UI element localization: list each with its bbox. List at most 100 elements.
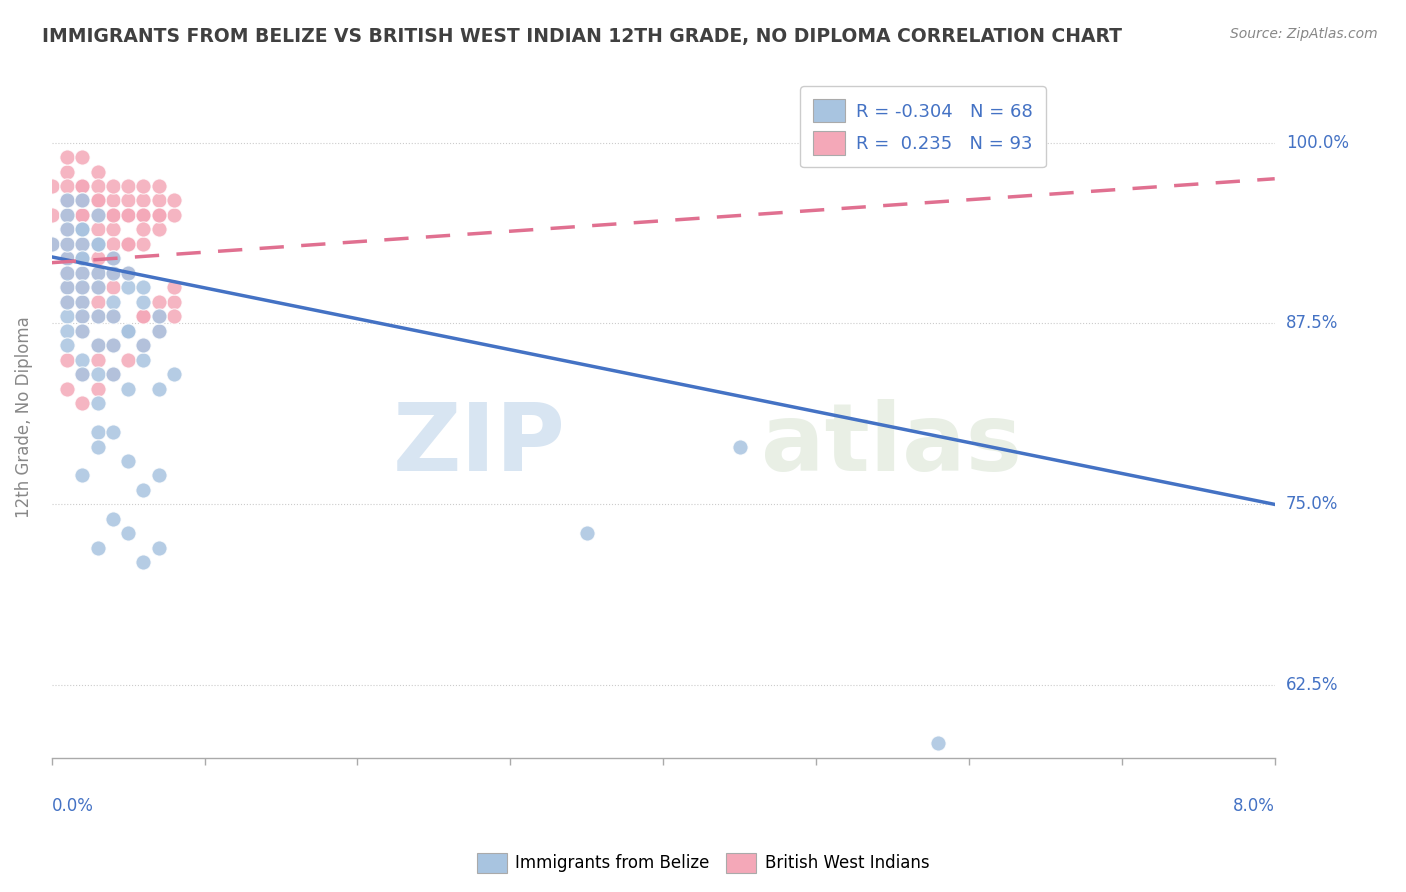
Point [101, 252, 124, 266]
Point [72, 252, 94, 266]
Point [132, 294, 155, 309]
Text: 62.5%: 62.5% [1286, 676, 1339, 694]
Point [132, 208, 155, 222]
Point [132, 280, 155, 294]
Point [72, 367, 94, 381]
Point [86, 236, 108, 251]
Text: atlas: atlas [761, 399, 1022, 491]
Point [86, 236, 108, 251]
Point [86, 280, 108, 294]
Point [72, 236, 94, 251]
Point [132, 555, 155, 569]
Point [72, 222, 94, 236]
Legend: R = -0.304   N = 68, R =  0.235   N = 93: R = -0.304 N = 68, R = 0.235 N = 93 [800, 87, 1046, 167]
Text: 8.0%: 8.0% [1233, 797, 1275, 814]
Point [132, 208, 155, 222]
Point [148, 324, 170, 338]
Point [72, 222, 94, 236]
Point [148, 222, 170, 236]
Point [72, 194, 94, 208]
Point [86, 541, 108, 555]
Point [86, 222, 108, 236]
Point [56, 150, 79, 164]
Point [56, 324, 79, 338]
Point [56, 179, 79, 194]
Point [86, 179, 108, 194]
Point [72, 194, 94, 208]
Point [41, 236, 63, 251]
Point [163, 294, 186, 309]
Point [86, 266, 108, 280]
Point [56, 236, 79, 251]
Point [101, 194, 124, 208]
Point [56, 280, 79, 294]
Point [72, 468, 94, 483]
Point [101, 294, 124, 309]
Point [56, 164, 79, 178]
Point [132, 338, 155, 352]
Point [86, 236, 108, 251]
Point [163, 194, 186, 208]
Text: 87.5%: 87.5% [1286, 315, 1339, 333]
Point [148, 468, 170, 483]
Point [72, 324, 94, 338]
Point [56, 266, 79, 280]
Point [86, 338, 108, 352]
Point [72, 280, 94, 294]
Point [148, 310, 170, 324]
Point [101, 367, 124, 381]
Point [41, 236, 63, 251]
Point [72, 236, 94, 251]
Point [117, 194, 139, 208]
Point [86, 194, 108, 208]
Point [117, 208, 139, 222]
Point [86, 164, 108, 178]
Point [86, 280, 108, 294]
Point [56, 294, 79, 309]
Point [86, 266, 108, 280]
Point [86, 310, 108, 324]
Point [86, 208, 108, 222]
Point [72, 352, 94, 367]
Point [72, 294, 94, 309]
Point [56, 382, 79, 396]
Point [56, 236, 79, 251]
Point [72, 396, 94, 410]
Point [117, 324, 139, 338]
Legend: Immigrants from Belize, British West Indians: Immigrants from Belize, British West Ind… [470, 847, 936, 880]
Point [117, 208, 139, 222]
Point [56, 266, 79, 280]
Point [56, 194, 79, 208]
Point [117, 324, 139, 338]
Point [101, 310, 124, 324]
Point [117, 454, 139, 468]
Point [148, 194, 170, 208]
Point [86, 382, 108, 396]
Point [72, 324, 94, 338]
Point [132, 352, 155, 367]
Point [101, 208, 124, 222]
Point [72, 208, 94, 222]
Point [132, 483, 155, 497]
Point [72, 310, 94, 324]
Point [148, 382, 170, 396]
Point [101, 367, 124, 381]
Point [101, 425, 124, 439]
Point [56, 294, 79, 309]
Point [117, 236, 139, 251]
Point [132, 222, 155, 236]
Point [56, 208, 79, 222]
Point [148, 541, 170, 555]
Point [56, 194, 79, 208]
Point [101, 179, 124, 194]
Point [101, 252, 124, 266]
Text: ZIP: ZIP [392, 399, 565, 491]
Point [56, 252, 79, 266]
Y-axis label: 12th Grade, No Diploma: 12th Grade, No Diploma [15, 317, 32, 518]
Point [117, 526, 139, 541]
Point [575, 526, 598, 541]
Point [86, 194, 108, 208]
Point [117, 280, 139, 294]
Point [86, 208, 108, 222]
Point [117, 324, 139, 338]
